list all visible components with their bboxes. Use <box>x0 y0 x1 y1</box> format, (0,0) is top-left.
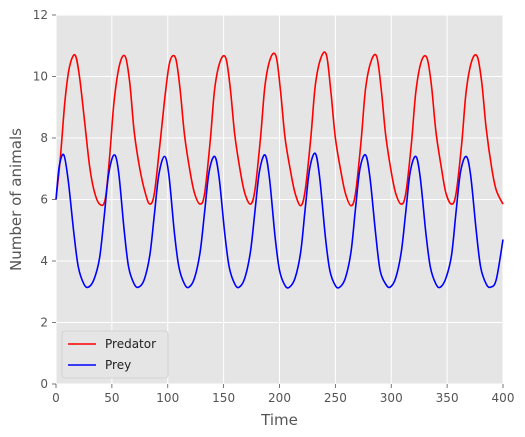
x-tick-label: 200 <box>268 391 291 405</box>
legend-label-prey: Prey <box>105 358 131 372</box>
y-tick-label: 0 <box>40 377 48 391</box>
series-line-prey <box>55 152 504 289</box>
x-axis-label: Time <box>260 411 298 429</box>
series-line-predator <box>55 51 504 207</box>
y-tick-label: 10 <box>33 70 48 84</box>
x-tick-label: 0 <box>52 391 60 405</box>
x-tick-label: 150 <box>212 391 235 405</box>
x-tick-label: 350 <box>436 391 459 405</box>
y-axis-label: Number of animals <box>7 128 25 271</box>
x-tick-label: 100 <box>156 391 179 405</box>
legend-label-predator: Predator <box>105 337 156 351</box>
x-axis-ticks: 0 50 100 150 200 250 300 350 400 <box>52 384 514 405</box>
y-tick-label: 12 <box>33 8 48 22</box>
y-tick-label: 4 <box>40 254 48 268</box>
series-lines <box>55 51 504 289</box>
y-tick-label: 8 <box>40 131 48 145</box>
x-tick-label: 300 <box>380 391 403 405</box>
y-axis-ticks: 0 2 4 6 8 10 12 <box>33 8 56 391</box>
y-tick-label: 2 <box>40 316 48 330</box>
x-tick-label: 50 <box>104 391 119 405</box>
y-tick-label: 6 <box>40 193 48 207</box>
legend-box <box>61 330 169 379</box>
legend: Predator Prey <box>61 330 169 379</box>
x-tick-label: 400 <box>492 391 515 405</box>
x-tick-label: 250 <box>324 391 347 405</box>
